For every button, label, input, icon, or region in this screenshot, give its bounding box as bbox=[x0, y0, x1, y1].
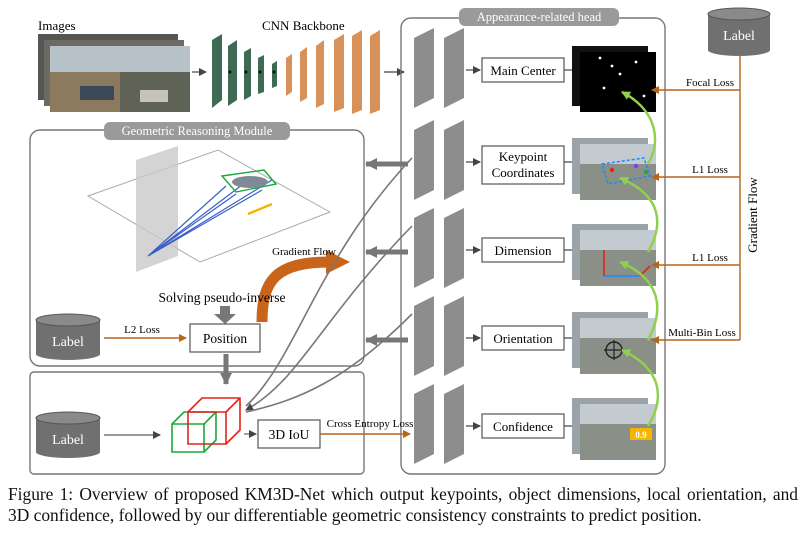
label-database-bottom: Label bbox=[35, 411, 101, 458]
output-keypoint-label-line1: Keypoint bbox=[499, 149, 548, 164]
loss-l1-keypoint: L1 Loss bbox=[692, 164, 728, 176]
geo-module-title: Geometric Reasoning Module bbox=[122, 124, 273, 138]
solve-down-arrow bbox=[214, 306, 236, 324]
iou-box bbox=[257, 419, 321, 449]
position-label: Position bbox=[203, 331, 248, 346]
gradient-flow-arrow bbox=[256, 256, 331, 323]
confidence-value: 0.9 bbox=[635, 430, 647, 440]
head-branch-keypoint: Keypoint Coordinates bbox=[414, 120, 565, 200]
gradient-flow-right: Gradient Flow bbox=[745, 177, 760, 253]
figure-caption: Figure 1: Overview of proposed KM3D-Net … bbox=[8, 484, 798, 525]
output-orientation-label: Orientation bbox=[493, 331, 553, 346]
position-box bbox=[189, 323, 261, 353]
output-confidence-label: Confidence bbox=[493, 419, 553, 434]
head-branch-orientation: Orientation bbox=[414, 296, 565, 376]
heatmap-thumbnail bbox=[572, 46, 656, 112]
images-label: Images bbox=[38, 18, 76, 33]
loss-multibin: Multi-Bin Loss bbox=[668, 327, 736, 339]
projection-illustration bbox=[86, 146, 332, 272]
label-geo-text: Label bbox=[52, 335, 84, 350]
grey-flow-arrows bbox=[220, 157, 413, 413]
label-database-right: Label bbox=[707, 7, 771, 56]
cnn-backbone bbox=[212, 30, 380, 114]
loss-l1-dimension: L1 Loss bbox=[692, 252, 728, 264]
diagram: Images CNN Backbone Appearance-related h… bbox=[29, 7, 771, 475]
output-keypoint-coordinates bbox=[481, 145, 565, 185]
loss-focal: Focal Loss bbox=[686, 77, 734, 89]
head-branch-main-center: Main Center bbox=[414, 28, 565, 108]
confidence-thumbnail bbox=[572, 398, 656, 460]
iou-label: 3D IoU bbox=[269, 427, 310, 442]
head-branch-dimension: Dimension bbox=[414, 208, 565, 288]
label-database-geo: Label bbox=[35, 313, 101, 360]
orientation-thumbnail bbox=[572, 312, 656, 374]
output-dimension bbox=[481, 237, 565, 263]
green-flow-arrows bbox=[619, 90, 660, 427]
head-branch-confidence: Confidence bbox=[414, 384, 565, 464]
gradient-flow-label: Gradient Flow bbox=[272, 246, 336, 258]
backbone-label: CNN Backbone bbox=[262, 18, 345, 33]
label-right-text: Label bbox=[723, 29, 755, 44]
output-dimension-label: Dimension bbox=[494, 243, 552, 258]
solving-pseudo-inverse: Solving pseudo-inverse bbox=[158, 290, 285, 305]
iou-panel-frame bbox=[29, 371, 365, 475]
input-images bbox=[38, 34, 190, 112]
appearance-head-title: Appearance-related head bbox=[477, 10, 602, 24]
3d-boxes bbox=[171, 397, 241, 453]
geo-module-title-tab bbox=[104, 122, 290, 140]
loss-cross-entropy: Cross Entropy Loss bbox=[327, 418, 414, 430]
output-keypoint-label-line2: Coordinates bbox=[492, 165, 555, 180]
appearance-head-title-tab bbox=[459, 8, 619, 26]
output-main-center-label: Main Center bbox=[490, 63, 556, 78]
keypoint-thumbnail bbox=[572, 138, 656, 200]
label-bottom-text: Label bbox=[52, 433, 84, 448]
loss-l2: L2 Loss bbox=[124, 324, 160, 336]
